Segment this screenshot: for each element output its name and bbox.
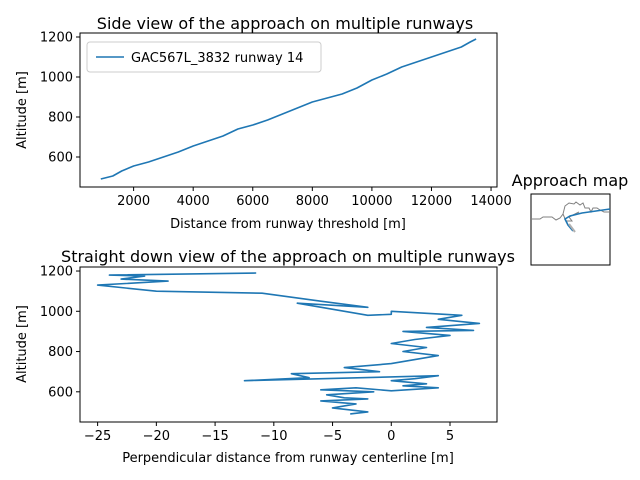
side-view-xtick-label: 2000	[117, 194, 150, 209]
approach-map-frame	[530, 193, 611, 266]
down-view-xlabel: Perpendicular distance from runway cente…	[122, 451, 454, 466]
down-view-ylabel: Altitude [m]	[15, 305, 30, 383]
side-view-xtick-label: 12000	[411, 194, 452, 209]
approach-map-title: Approach map	[512, 171, 629, 190]
down-view-xtick-label: 5	[446, 429, 454, 444]
down-view-ytick-label: 800	[48, 345, 73, 360]
down-view-chart: Straight down view of the approach on mu…	[15, 247, 515, 466]
side-view-plot-area: 2000 4000 6000 8000 10000 12000 14000 600 800 100…	[40, 31, 512, 210]
side-view-title: Side view of the approach on multiple ru…	[97, 14, 473, 33]
side-view-xtick-label: 8000	[296, 194, 329, 209]
side-view-legend: GAC567L_3832 runway 14	[86, 41, 322, 73]
map-approach-track	[563, 208, 611, 232]
side-view-ylabel: Altitude [m]	[15, 71, 30, 149]
down-view-ytick-label: 1000	[40, 305, 73, 320]
down-view-title: Straight down view of the approach on mu…	[61, 247, 515, 266]
down-view-xtick-label: −25	[84, 429, 111, 444]
map-runway	[568, 223, 576, 233]
legend-label: GAC567L_3832 runway 14	[131, 51, 303, 66]
side-view-ytick-label: 600	[48, 151, 73, 166]
legend-box	[86, 41, 322, 73]
side-view-xtick-label: 4000	[177, 194, 210, 209]
side-view-xtick-label: 10000	[351, 194, 392, 209]
down-view-ytick-label: 1200	[40, 265, 73, 280]
side-view-ytick-label: 1200	[40, 31, 73, 46]
side-view-ytick-label: 1000	[40, 71, 73, 86]
down-view-axes-frame	[79, 266, 498, 423]
side-view-xlabel: Distance from runway threshold [m]	[170, 217, 406, 232]
side-view-xtick-label: 14000	[470, 194, 511, 209]
side-view-xtick-label: 6000	[236, 194, 269, 209]
map-coastline	[531, 201, 610, 221]
approach-map-inset: Approach map	[512, 171, 629, 266]
down-view-xtick-label: −15	[201, 429, 228, 444]
down-view-xtick-label: −10	[260, 429, 287, 444]
down-view-plot-area: −25 −20 −15 −10 −5 0 5 600 800 1000 1200	[40, 265, 481, 444]
side-view-ytick-label: 800	[48, 111, 73, 126]
down-view-xtick-label: −20	[143, 429, 170, 444]
down-view-series-line-0	[96, 272, 481, 415]
down-view-ytick-label: 600	[48, 385, 73, 400]
side-view-axes-frame	[79, 32, 498, 188]
down-view-xtick-label: 0	[387, 429, 395, 444]
side-view-chart: Side view of the approach on multiple ru…	[15, 14, 512, 232]
side-view-series-line-0	[100, 38, 477, 180]
down-view-xtick-label: −5	[323, 429, 342, 444]
